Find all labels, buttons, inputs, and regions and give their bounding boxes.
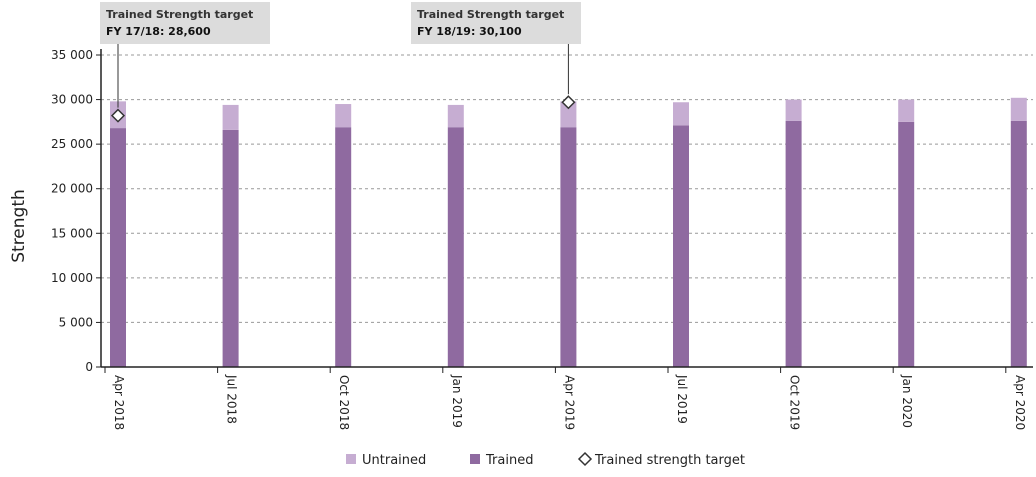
bar-trained: [110, 128, 126, 367]
x-tick-label: Oct 2018: [337, 375, 351, 430]
annotation-title: Trained Strength target: [106, 8, 253, 21]
y-tick-label: 10 000: [51, 271, 93, 285]
bar-untrained: [898, 99, 915, 122]
x-tick-label: Apr 2018: [112, 375, 126, 430]
annotation-number: 30,100: [479, 25, 522, 38]
bar-trained: [222, 129, 239, 367]
x-tick-label: Oct 2019: [788, 375, 802, 430]
bar-untrained: [785, 99, 802, 121]
bar-trained: [447, 127, 464, 367]
bars: [110, 97, 1027, 368]
y-tick-label: 25 000: [51, 137, 93, 151]
legend-swatch: [470, 454, 480, 464]
target-marker: [110, 108, 126, 123]
legend-label: Untrained: [362, 453, 426, 468]
y-tick-label: 30 000: [51, 93, 93, 107]
bar-untrained: [560, 101, 577, 128]
annotation-prefix: FY 17/18:: [106, 25, 168, 38]
bar-untrained: [1010, 97, 1027, 121]
x-tick-label: Jul 2018: [225, 374, 239, 424]
legend-swatch: [346, 454, 356, 464]
y-tick-label: 35 000: [51, 48, 93, 62]
legend-diamond-icon: [577, 451, 593, 467]
bar-trained: [335, 127, 352, 367]
annotation-number: 28,600: [168, 25, 211, 38]
x-tick-label: Jan 2019: [450, 374, 464, 428]
annotations: Trained Strength target FY 17/18: 28,600 T…: [100, 2, 581, 108]
annotation-prefix: FY 18/19:: [417, 25, 479, 38]
bar-trained: [785, 120, 802, 367]
x-tick-label: Apr 2019: [562, 375, 576, 430]
bar-untrained: [222, 104, 239, 130]
bar-trained: [898, 121, 915, 367]
y-tick-label: 0: [85, 360, 93, 374]
annotation-value: FY 17/18: 28,600: [106, 25, 211, 38]
annotation-box: [100, 2, 270, 44]
annotation-box: [411, 2, 581, 44]
y-tick-label: 5 000: [59, 315, 93, 329]
gridlines: [101, 54, 1033, 323]
bar-untrained: [673, 102, 689, 126]
bar-trained: [560, 127, 577, 367]
axes: 0 5 000 10 000 15 000 20 000 25 000 30 000 35 0…: [51, 48, 1033, 430]
target-marker: [561, 95, 576, 110]
legend-label: Trained strength target: [594, 453, 745, 468]
y-tick-label: 20 000: [51, 182, 93, 196]
x-tick-label: Apr 2020: [1013, 375, 1027, 430]
x-tick-label: Jan 2020: [900, 374, 914, 428]
x-tick-label: Jul 2019: [675, 374, 689, 424]
bar-untrained: [335, 104, 352, 128]
y-axis-label: Strength: [9, 189, 29, 263]
target-markers: [110, 95, 576, 123]
bar-trained: [1010, 120, 1027, 367]
annotation-title: Trained Strength target: [417, 8, 564, 21]
y-tick-label: 15 000: [51, 226, 93, 240]
legend-label: Trained: [485, 453, 533, 468]
bar-untrained: [447, 104, 464, 128]
bar-trained: [673, 125, 689, 368]
annotation-value: FY 18/19: 30,100: [417, 25, 522, 38]
legend: Untrained Trained Trained strength target: [346, 451, 745, 468]
